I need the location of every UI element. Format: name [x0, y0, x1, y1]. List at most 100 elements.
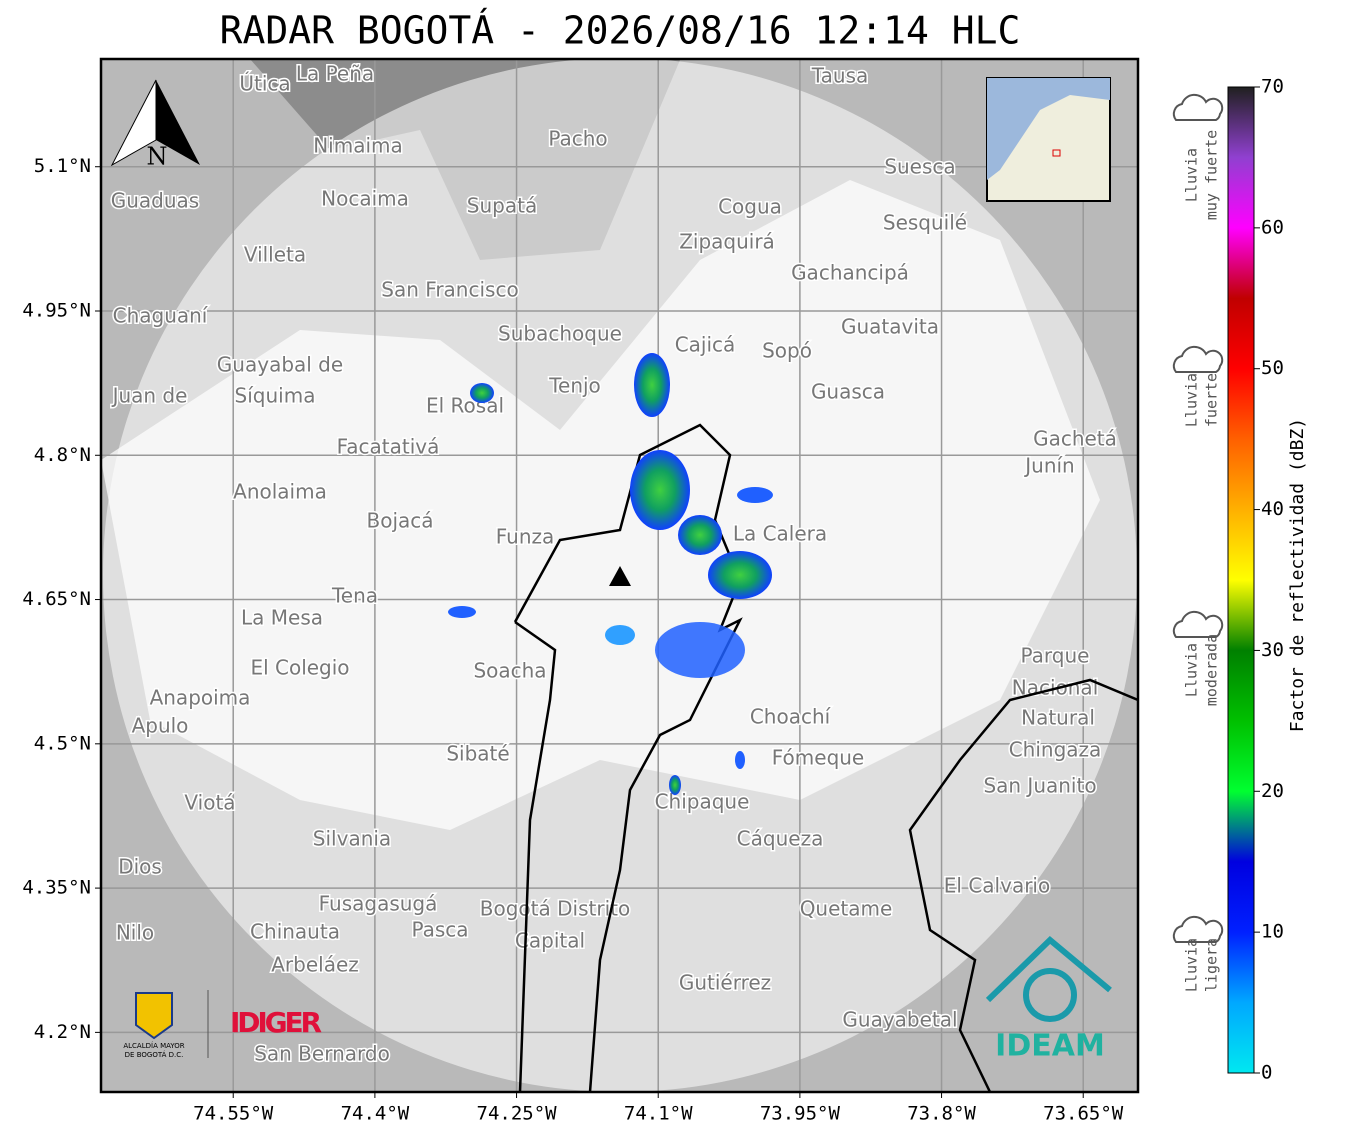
place-label: La Peña [296, 62, 374, 86]
place-label: Anolaima [233, 480, 327, 504]
y-tick-label: 5.1°N [34, 155, 91, 177]
place-label: Sopó [762, 339, 812, 363]
idiger-logo: IDIGER [230, 1006, 322, 1039]
place-label: Nocaima [321, 187, 409, 211]
x-tick-label: 73.8°W [907, 1103, 976, 1125]
place-label: Tausa [811, 64, 869, 88]
place-label: Junín [1023, 454, 1074, 478]
place-label: El Colegio [250, 656, 349, 680]
place-label: Arbeláez [271, 953, 359, 977]
colorbar-tick-label: 50 [1261, 357, 1284, 379]
place-label: Parque [1021, 644, 1090, 668]
y-tick-label: 4.5°N [34, 732, 91, 754]
rain-level-label: Lluvia [1183, 373, 1201, 427]
place-label: Juan de [111, 384, 188, 408]
north-label: N [147, 143, 168, 171]
place-label: Fusagasugá [319, 892, 438, 916]
echo [678, 515, 722, 555]
place-label: Sesquilé [883, 211, 967, 235]
place-label: Bogotá Distrito [480, 897, 630, 921]
echo [470, 383, 494, 403]
place-label: Chipaque [655, 790, 750, 814]
echo [735, 751, 745, 769]
place-label: Cajicá [675, 333, 736, 357]
place-label: Dios [118, 855, 162, 879]
alcaldia-text: DE BOGOTÁ D.C. [125, 1050, 184, 1059]
rain-level-label: Lluvia [1183, 148, 1201, 202]
place-label: Gutiérrez [679, 971, 771, 995]
radar-site [609, 566, 631, 586]
place-label: Funza [496, 525, 555, 549]
rain-level: Lluvia ligera [1172, 915, 1224, 992]
echo [605, 625, 635, 645]
place-label: Guayabal de [217, 353, 343, 377]
place-label: Guaduas [111, 189, 199, 213]
x-tick-label: 74.25°W [477, 1103, 558, 1125]
x-tick-label: 74.1°W [624, 1103, 693, 1125]
place-label: Gachancipá [791, 261, 909, 285]
y-tick-label: 4.35°N [22, 877, 91, 899]
place-label: Natural [1021, 706, 1095, 730]
place-label: Cáqueza [737, 827, 824, 851]
inset-map [986, 77, 1111, 202]
place-label: San Bernardo [254, 1042, 390, 1066]
place-label: San Francisco [381, 278, 518, 302]
place-label: Sibaté [446, 742, 509, 766]
alcaldia-text: ALCALDÍA MAYOR [123, 1041, 184, 1050]
place-label: Cogua [718, 195, 782, 219]
y-tick-label: 4.2°N [34, 1021, 91, 1043]
place-label: Villeta [244, 243, 306, 267]
rain-level-label: moderada [1203, 634, 1221, 706]
y-tick-label: 4.95°N [22, 299, 91, 321]
place-label: Bojacá [366, 509, 433, 533]
place-label: Guayabetal [842, 1008, 957, 1032]
y-tick-label: 4.65°N [22, 588, 91, 610]
place-label: Viotá [184, 791, 235, 815]
place-label: Tenjo [548, 374, 601, 398]
colorbar [1227, 86, 1255, 1074]
rain-level-label: ligera [1203, 938, 1221, 992]
y-tick-label: 4.8°N [34, 444, 91, 466]
title: RADAR BOGOTÁ - 2026/08/16 12:14 HLC [220, 9, 1021, 53]
x-tick-label: 73.95°W [760, 1103, 841, 1125]
place-label: Apulo [132, 714, 189, 738]
radar-echoes [448, 353, 773, 795]
echo [630, 450, 690, 530]
place-label: Tena [331, 584, 378, 608]
echo [655, 622, 745, 678]
colorbar-tick-label: 0 [1261, 1062, 1272, 1084]
x-tick-label: 73.65°W [1043, 1103, 1124, 1125]
place-label: Soacha [473, 659, 546, 683]
rain-level-label: fuerte [1203, 373, 1221, 427]
colorbar-tick-label: 40 [1261, 498, 1284, 520]
rain-level-label: muy fuerte [1203, 130, 1221, 220]
place-label: Choachí [750, 705, 832, 729]
north-arrow: N [110, 79, 200, 171]
place-label: Quetame [800, 897, 893, 921]
x-tick-label: 74.55°W [193, 1103, 274, 1125]
weather-icon [1172, 345, 1224, 373]
ideam-logo: IDEAM [985, 935, 1112, 1064]
colorbar-tick-label: 20 [1261, 780, 1284, 802]
colorbar-tick-label: 70 [1261, 76, 1284, 98]
place-label: Guatavita [841, 315, 939, 339]
place-label: Útica [239, 72, 290, 96]
place-label: Gachetá [1033, 427, 1117, 451]
x-tick-label: 74.4°W [341, 1103, 410, 1125]
echo [634, 353, 670, 417]
place-label: Fómeque [772, 746, 865, 770]
colorbar-label: Factor de reflectividad (dBZ) [1287, 418, 1308, 732]
place-label: Supatá [467, 194, 537, 218]
echo [708, 551, 772, 599]
place-label: Facatativá [337, 435, 440, 459]
place-label: Guasca [811, 380, 885, 404]
weather-icon [1172, 93, 1224, 121]
echo [669, 775, 681, 795]
echo [448, 606, 476, 618]
rain-level: Lluvia fuerte [1172, 345, 1224, 427]
rain-level: Lluvia muy fuerte [1172, 93, 1224, 220]
place-label: Anapoima [150, 686, 251, 710]
place-label: Suesca [884, 155, 955, 179]
place-label: Chaguaní [113, 304, 209, 328]
